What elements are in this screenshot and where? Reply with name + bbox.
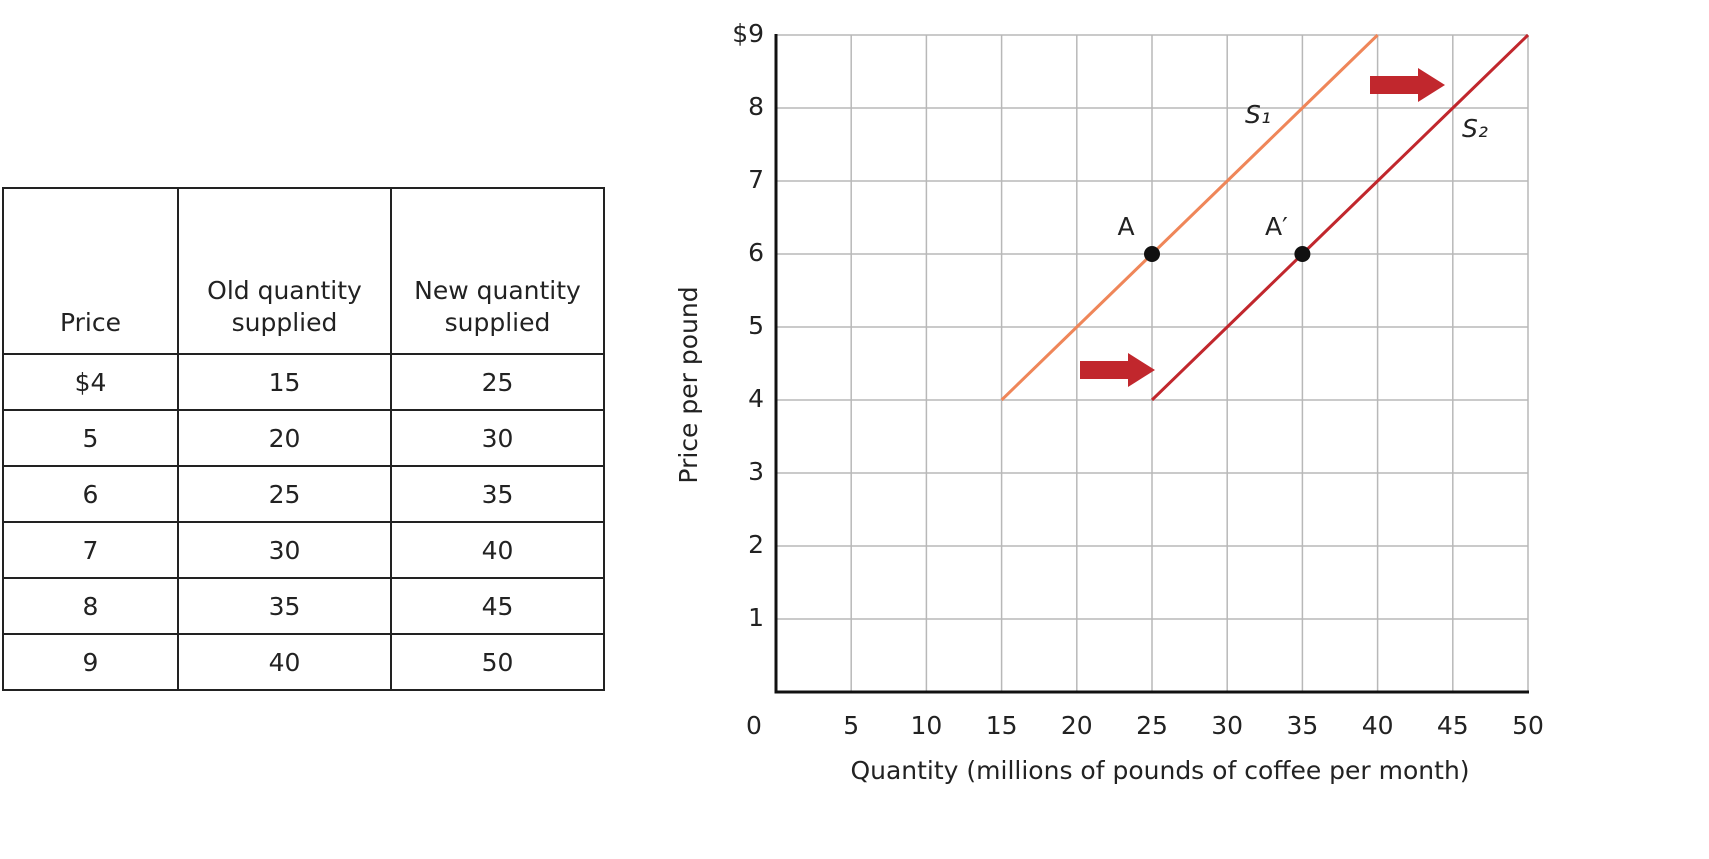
table-row: 9 40 50	[2, 633, 605, 691]
table-row: 5 20 30	[2, 409, 605, 467]
x-tick-label: 50	[1512, 711, 1544, 740]
table-cell: 40	[390, 521, 605, 579]
table-cell: 9	[2, 633, 179, 691]
x-tick-label: 20	[1061, 711, 1093, 740]
table-cell: 30	[177, 521, 392, 579]
point-label: A′	[1265, 212, 1288, 241]
table-cell: 35	[177, 577, 392, 635]
y-tick-label: $9	[732, 19, 764, 48]
y-tick-label: 2	[748, 530, 764, 559]
x-tick-label: 45	[1437, 711, 1469, 740]
series-label: S₁	[1245, 100, 1271, 129]
table-cell: 5	[2, 409, 179, 467]
shift-arrow	[1080, 353, 1155, 387]
table-cell: $4	[2, 353, 179, 411]
table-cell: 45	[390, 577, 605, 635]
supply-line	[1000, 33, 1379, 402]
table-row: $4 15 25	[2, 353, 605, 411]
table-cell: 6	[2, 465, 179, 523]
x-tick-label: 40	[1362, 711, 1394, 740]
x-tick-label: 0	[746, 711, 762, 740]
y-tick-label: 3	[748, 457, 764, 486]
table-cell: 50	[390, 633, 605, 691]
x-tick-label: 25	[1136, 711, 1168, 740]
y-tick-label: 4	[748, 384, 764, 413]
table-cell: 25	[177, 465, 392, 523]
table-row: 6 25 35	[2, 465, 605, 523]
header-cell: Old quantity supplied	[177, 187, 392, 355]
point	[1294, 246, 1311, 262]
table-cell: 15	[177, 353, 392, 411]
header-cell: Price	[2, 187, 179, 355]
y-tick-label: 8	[748, 92, 764, 121]
supply-line	[1150, 33, 1530, 402]
table-cell: 35	[390, 465, 605, 523]
x-tick-label: 15	[986, 711, 1018, 740]
shift-arrow	[1370, 68, 1445, 102]
y-tick-label: 1	[748, 603, 764, 632]
supply-table: Price Old quantity supplied New quantity…	[2, 187, 605, 691]
x-tick-label: 10	[910, 711, 942, 740]
table-cell: 25	[390, 353, 605, 411]
table-row: 8 35 45	[2, 577, 605, 635]
y-tick-label: 6	[748, 238, 764, 267]
table-cell: 40	[177, 633, 392, 691]
y-axis-label: Price per pound	[674, 286, 703, 483]
x-tick-label: 5	[843, 711, 859, 740]
table-cell: 8	[2, 577, 179, 635]
point-label: A	[1117, 212, 1134, 241]
y-tick-label: 5	[748, 311, 764, 340]
point	[1144, 246, 1160, 262]
table-row: 7 30 40	[2, 521, 605, 579]
header-cell: New quantity supplied	[390, 187, 605, 355]
y-tick-label: 7	[748, 165, 764, 194]
x-axis-label: Quantity (millions of pounds of coffee p…	[850, 756, 1469, 785]
table-cell: 30	[390, 409, 605, 467]
table-cell: 20	[177, 409, 392, 467]
x-tick-label: 35	[1286, 711, 1318, 740]
series-label: S₂	[1462, 114, 1488, 143]
table-cell: 7	[2, 521, 179, 579]
x-tick-label: 30	[1211, 711, 1243, 740]
